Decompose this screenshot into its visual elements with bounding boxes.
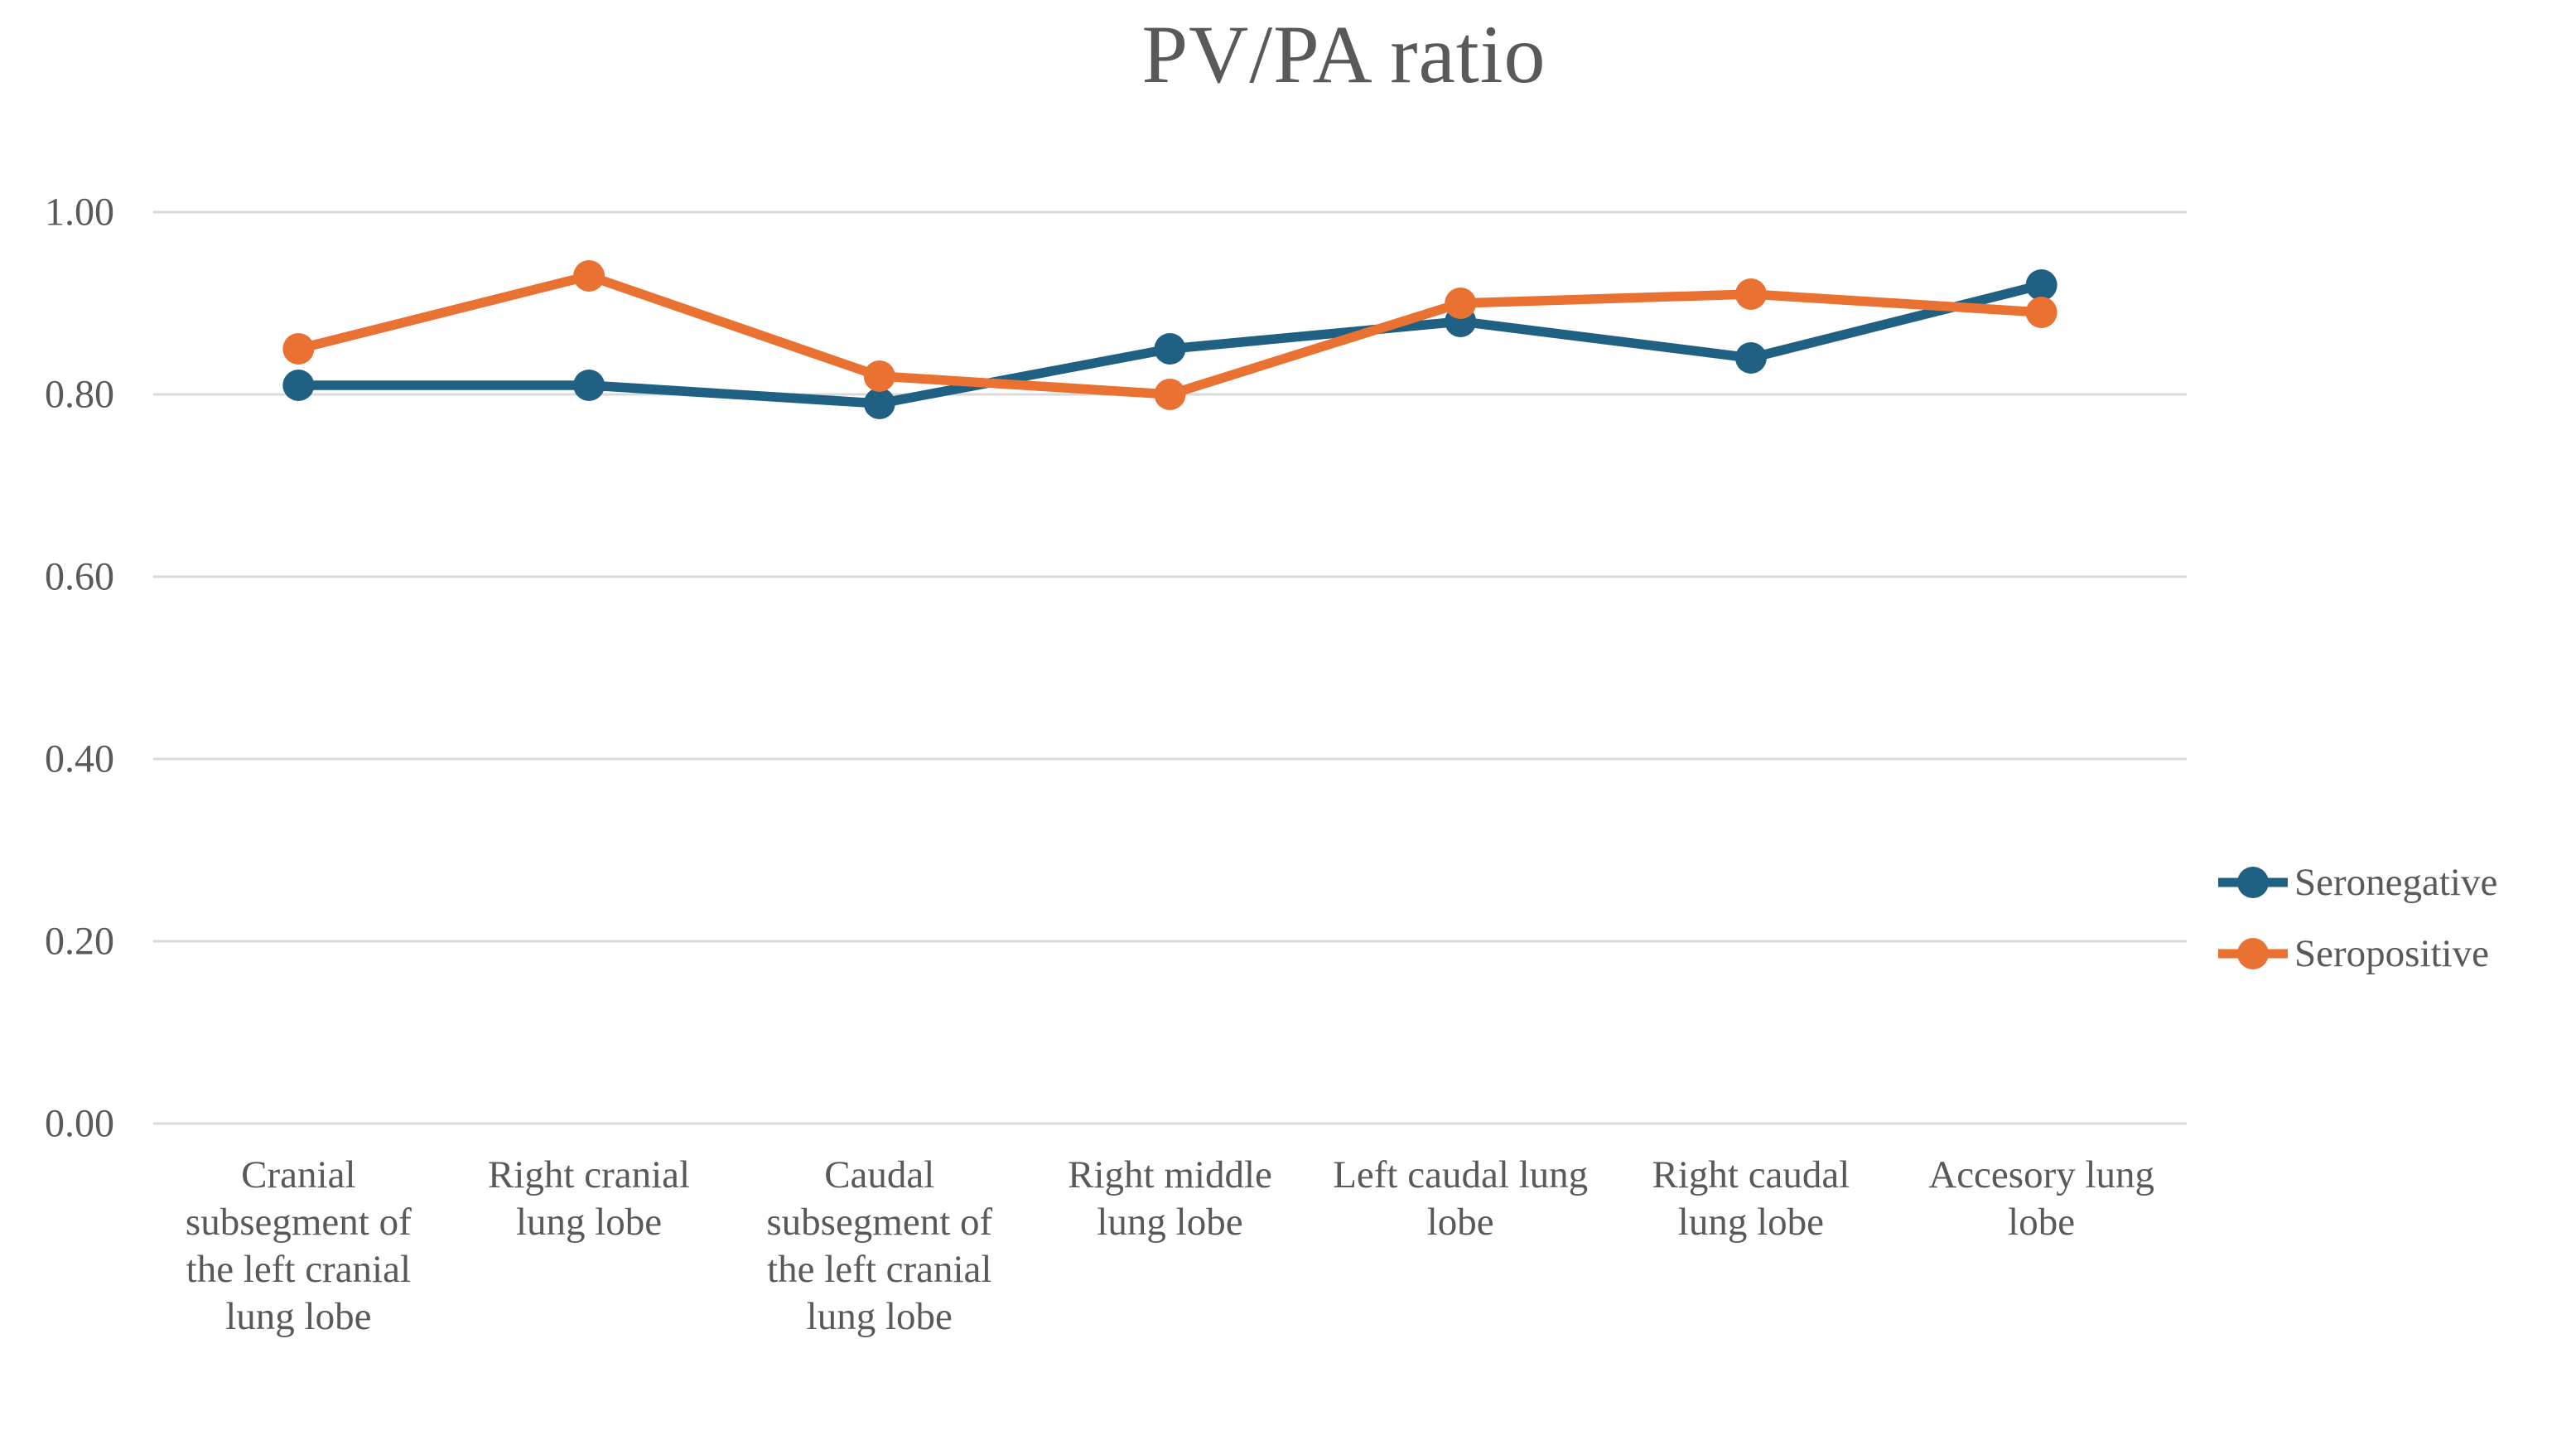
data-point-seronegative-2[interactable] xyxy=(863,388,895,419)
data-point-seronegative-0[interactable] xyxy=(282,370,315,401)
seronegative-legend-marker xyxy=(2218,867,2288,898)
x-axis-label: Accesory lung lobe xyxy=(1928,1153,2155,1244)
legend-label-seronegative: Seronegative xyxy=(2294,861,2498,904)
data-point-seronegative-1[interactable] xyxy=(573,370,605,401)
data-point-seronegative-3[interactable] xyxy=(1154,333,1186,365)
legend: Seronegative Seropositive xyxy=(2218,860,2497,976)
data-point-seropositive-4[interactable] xyxy=(1445,288,1477,319)
x-axis-label: Right caudal lung lobe xyxy=(1652,1153,1850,1244)
x-axis-label: Right middle lung lobe xyxy=(1068,1153,1272,1244)
data-point-seropositive-1[interactable] xyxy=(573,260,605,292)
y-axis-label: 0.40 xyxy=(45,737,114,781)
data-point-seropositive-3[interactable] xyxy=(1154,379,1186,410)
data-point-seronegative-6[interactable] xyxy=(2025,269,2057,301)
y-axis-label: 0.60 xyxy=(45,554,114,599)
y-axis-label: 0.20 xyxy=(45,919,114,964)
x-axis-label: Cranial subsegment of the left cranial l… xyxy=(185,1153,412,1338)
y-axis-label: 1.00 xyxy=(45,190,114,234)
seropositive-legend-marker xyxy=(2218,938,2288,969)
x-axis-label: Left caudal lung lobe xyxy=(1333,1153,1589,1244)
data-point-seropositive-5[interactable] xyxy=(1734,278,1767,310)
legend-item-seropositive[interactable]: Seropositive xyxy=(2218,931,2497,976)
x-axis-label: Caudal subsegment of the left cranial lu… xyxy=(766,1153,993,1338)
legend-item-seronegative[interactable]: Seronegative xyxy=(2218,860,2497,905)
data-point-seronegative-5[interactable] xyxy=(1734,342,1767,374)
legend-label-seropositive: Seropositive xyxy=(2294,932,2489,975)
y-axis-label: 0.80 xyxy=(45,372,114,417)
data-point-seropositive-0[interactable] xyxy=(282,333,315,365)
x-axis-label: Right cranial lung lobe xyxy=(488,1153,691,1244)
data-point-seropositive-2[interactable] xyxy=(863,360,895,392)
y-axis-label: 0.00 xyxy=(45,1101,114,1146)
chart-title: PV/PA ratio xyxy=(1141,8,1546,100)
data-point-seropositive-6[interactable] xyxy=(2025,297,2057,328)
